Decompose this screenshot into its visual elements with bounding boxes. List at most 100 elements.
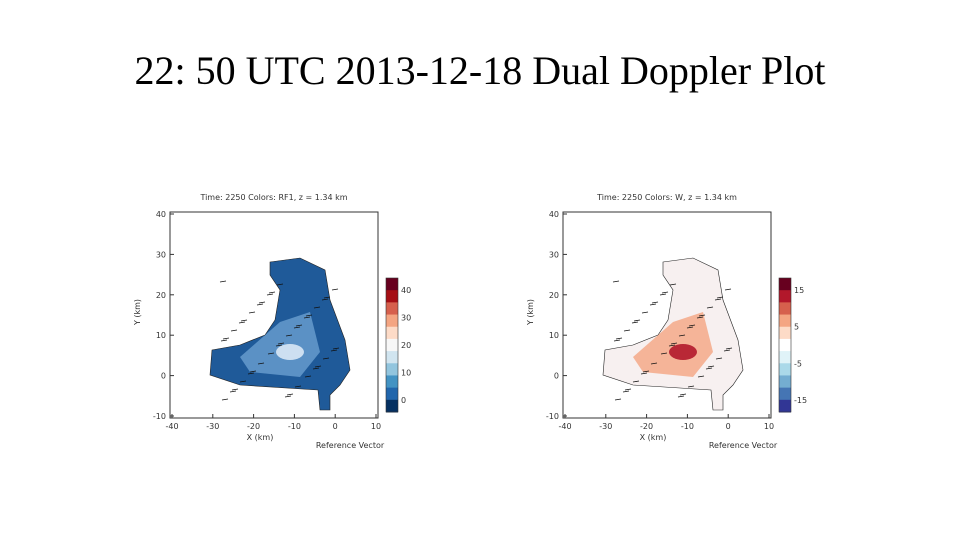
colorbar-label: -5 xyxy=(794,359,802,368)
x-tick-label: 0 xyxy=(333,422,338,431)
wind-vector xyxy=(614,398,622,401)
colorbar-segment xyxy=(386,326,398,340)
colorbar-frame xyxy=(778,277,792,413)
wind-vector xyxy=(286,393,294,396)
colorbar-segment xyxy=(779,399,791,413)
wind-vector xyxy=(679,393,687,396)
panel-title: Time: 2250 Colors: W, z = 1.34 km xyxy=(596,193,737,202)
wind-vector xyxy=(642,370,650,373)
wind-vector xyxy=(623,329,631,332)
x-tick-label: -10 xyxy=(681,422,694,431)
y-tick-label: 30 xyxy=(549,250,559,259)
plot-frame xyxy=(169,211,379,419)
y-tick-label: 40 xyxy=(156,210,166,219)
wind-vector xyxy=(222,337,230,340)
wind-vector xyxy=(268,291,276,294)
wind-vector xyxy=(277,342,285,345)
x-tick-label: -30 xyxy=(206,422,219,431)
wind-vector xyxy=(622,390,630,393)
wind-vector xyxy=(240,319,248,322)
wind-vector xyxy=(669,283,677,286)
wind-vector xyxy=(267,352,275,355)
colorbar-segment xyxy=(779,351,791,364)
wind-vector xyxy=(258,301,266,304)
wind-vector xyxy=(715,357,723,360)
wind-vector xyxy=(276,283,284,286)
y-axis-label: Y (km) xyxy=(133,299,142,326)
wind-vector xyxy=(705,367,713,370)
wind-vector xyxy=(668,344,676,347)
colorbar-label: 15 xyxy=(794,286,804,295)
wind-vector xyxy=(219,280,227,283)
wind-vector xyxy=(295,324,303,327)
colorbar-segment xyxy=(779,290,791,303)
x-tick-label: -40 xyxy=(558,422,571,431)
wind-vector xyxy=(323,296,331,299)
radar-field-inner xyxy=(240,312,320,377)
wind-vector xyxy=(698,314,706,317)
colorbar-segment xyxy=(779,314,791,328)
colorbar-segment xyxy=(386,302,398,316)
wind-vector xyxy=(670,342,678,345)
wind-vector xyxy=(677,395,685,398)
wind-vector xyxy=(632,380,640,383)
colorbar-label: 0 xyxy=(401,396,406,405)
x-tick-label: -20 xyxy=(640,422,653,431)
wind-vector xyxy=(266,293,274,296)
y-tick-label: 0 xyxy=(554,372,559,381)
wind-vector xyxy=(716,296,724,299)
wind-vector xyxy=(688,324,696,327)
colorbar-segment xyxy=(386,314,398,328)
wind-vector xyxy=(687,385,695,388)
colorbar-segment xyxy=(386,351,398,364)
wind-vector xyxy=(247,372,255,375)
colorbar-segment xyxy=(386,290,398,303)
reference-label: Reference Vector xyxy=(316,441,385,450)
y-tick-label: 10 xyxy=(156,331,166,340)
x-axis-label: X (km) xyxy=(640,433,667,442)
wind-vector xyxy=(312,367,320,370)
wind-vector xyxy=(331,288,339,291)
colorbar-segment xyxy=(779,387,791,401)
wind-vector xyxy=(686,326,694,329)
wind-vector xyxy=(256,303,264,306)
x-tick-label: 10 xyxy=(764,422,774,431)
x-tick-label: -40 xyxy=(165,422,178,431)
wind-vector xyxy=(249,370,257,373)
wind-vector xyxy=(706,306,714,309)
x-tick-label: -10 xyxy=(288,422,301,431)
wind-vector xyxy=(229,390,237,393)
x-tick-label: 0 xyxy=(726,422,731,431)
y-tick-label: 20 xyxy=(549,291,559,300)
colorbar-segment xyxy=(386,387,398,401)
x-axis-label: X (km) xyxy=(247,433,274,442)
wind-vector xyxy=(696,316,704,319)
wind-vector xyxy=(660,352,668,355)
y-tick-label: 30 xyxy=(156,250,166,259)
wind-vector xyxy=(285,334,293,337)
wind-vector xyxy=(231,388,239,391)
wind-vector xyxy=(624,388,632,391)
wind-vector xyxy=(248,311,256,314)
wind-vector xyxy=(330,349,338,352)
wind-vector xyxy=(230,329,238,332)
plot-panel: Time: 2250 Colors: RF1, z = 1.34 km -40 -3… xyxy=(133,193,411,450)
wind-vector xyxy=(613,339,621,342)
slide-title: 22: 50 UTC 2013-12-18 Dual Doppler Plot xyxy=(134,48,825,93)
colorbar-label: 30 xyxy=(401,314,411,323)
radar-core xyxy=(669,344,697,360)
wind-vector xyxy=(239,380,247,383)
wind-vector xyxy=(221,398,229,401)
wind-vector xyxy=(294,385,302,388)
wind-vector xyxy=(314,365,322,368)
panel-title: Time: 2250 Colors: RF1, z = 1.34 km xyxy=(199,193,347,202)
wind-vector xyxy=(304,375,312,378)
y-tick-label: -10 xyxy=(153,412,166,421)
wind-vector xyxy=(640,372,648,375)
wind-vector xyxy=(725,347,733,350)
wind-vector xyxy=(257,362,265,365)
colorbar-label: 10 xyxy=(401,369,411,378)
colorbar-label: -15 xyxy=(794,396,807,405)
wind-vector xyxy=(612,280,620,283)
